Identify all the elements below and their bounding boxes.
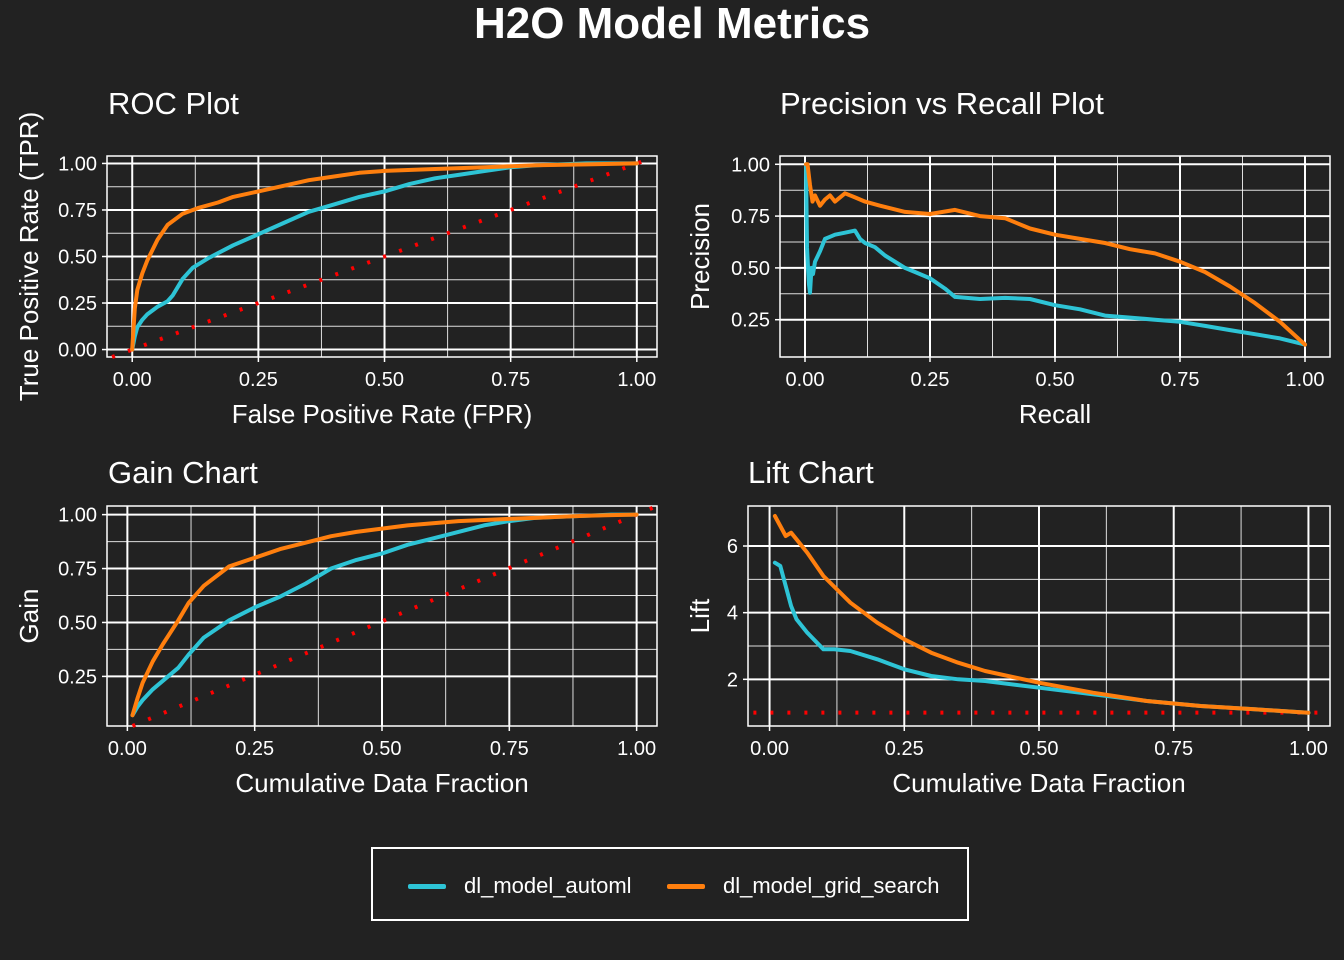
legend: dl_model_automl dl_model_grid_search [371, 847, 969, 921]
chart3-ytick-label: 0.25 [58, 666, 97, 688]
chart3-series-grid-search [130, 512, 639, 718]
chart1-series-grid-search [130, 161, 639, 352]
chart1-xtick-label: 0.25 [239, 369, 278, 391]
chart4-xtick-label: 1.00 [1289, 738, 1328, 760]
chart4-xtick-label: 0.75 [1154, 738, 1193, 760]
chart2-xtick-label: 0.50 [1036, 369, 1075, 391]
legend-label-automl: dl_model_automl [464, 873, 632, 898]
chart1-ytick-label: 0.75 [58, 200, 97, 222]
legend-label-grid-search: dl_model_grid_search [723, 873, 940, 898]
chart3-series-automl [130, 512, 639, 718]
chart1-xlabel: False Positive Rate (FPR) [232, 399, 533, 429]
chart1-ytick-label: 1.00 [58, 153, 97, 175]
chart4-series-automl [772, 560, 1311, 715]
legend-swatch-grid-search [667, 883, 705, 889]
chart1-xtick-label: 0.75 [491, 369, 530, 391]
chart4-ytick-label: 4 [727, 603, 738, 625]
chart2-panel-border [779, 155, 1331, 358]
chart3-xtick-label: 0.25 [235, 738, 274, 760]
chart3-xtick-label: 0.00 [108, 738, 147, 760]
chart1-xtick-label: 0.50 [365, 369, 404, 391]
chart3-xtick-label: 0.75 [490, 738, 529, 760]
main-title: H2O Model Metrics [473, 0, 871, 48]
chart3-ylabel: Gain [14, 589, 44, 644]
chart1-panel-border [106, 155, 658, 358]
chart4-title: Lift Chart [748, 455, 874, 490]
chart3-xlabel: Cumulative Data Fraction [235, 768, 528, 798]
chart2-xtick-label: 0.25 [911, 369, 950, 391]
chart2-ytick-label: 0.25 [731, 310, 770, 332]
chart4-ytick-label: 2 [727, 669, 738, 691]
chart2-ytick-label: 0.50 [731, 258, 770, 280]
legend-item-grid-search: dl_model_grid_search [667, 849, 939, 923]
chart1-xtick-label: 1.00 [617, 369, 656, 391]
chart4-panel-border [747, 505, 1331, 727]
chart1-xtick-label: 0.00 [113, 369, 152, 391]
chart1-ylabel: True Positive Rate (TPR) [14, 112, 44, 401]
chart3-xtick-label: 0.50 [363, 738, 402, 760]
chart3-baseline [131, 504, 658, 728]
chart3-ytick-label: 0.50 [58, 612, 97, 634]
chart1-ytick-label: 0.00 [58, 340, 97, 362]
chart4-ytick-label: 6 [727, 536, 738, 558]
chart1-ytick-label: 0.25 [58, 293, 97, 315]
legend-item-automl: dl_model_automl [408, 849, 632, 923]
chart2-title: Precision vs Recall Plot [780, 86, 1104, 121]
chart4-ylabel: Lift [685, 598, 715, 633]
chart2-ytick-label: 0.75 [731, 206, 770, 228]
chart3-xtick-label: 1.00 [617, 738, 656, 760]
chart3-ytick-label: 1.00 [58, 505, 97, 527]
legend-swatch-automl [408, 883, 446, 889]
chart2-series-automl [804, 162, 1307, 347]
chart2-ytick-label: 1.00 [731, 154, 770, 176]
chart4-xtick-label: 0.25 [885, 738, 924, 760]
chart4-series-grid-search [772, 514, 1311, 715]
chart2-xlabel: Recall [1019, 399, 1091, 429]
chart4-xlabel: Cumulative Data Fraction [892, 768, 1185, 798]
chart2-xtick-label: 0.00 [786, 369, 825, 391]
chart4-xtick-label: 0.00 [750, 738, 789, 760]
chart3-ytick-label: 0.75 [58, 559, 97, 581]
chart2-xtick-label: 1.00 [1286, 369, 1325, 391]
chart2-xtick-label: 0.75 [1161, 369, 1200, 391]
chart3-panel-border [106, 505, 658, 727]
chart2-series-grid-search [804, 162, 1307, 347]
chart3-title: Gain Chart [108, 455, 258, 490]
chart1-ytick-label: 0.50 [58, 247, 97, 269]
chart2-ylabel: Precision [685, 203, 715, 310]
chart1-title: ROC Plot [108, 86, 239, 121]
chart4-xtick-label: 0.50 [1020, 738, 1059, 760]
